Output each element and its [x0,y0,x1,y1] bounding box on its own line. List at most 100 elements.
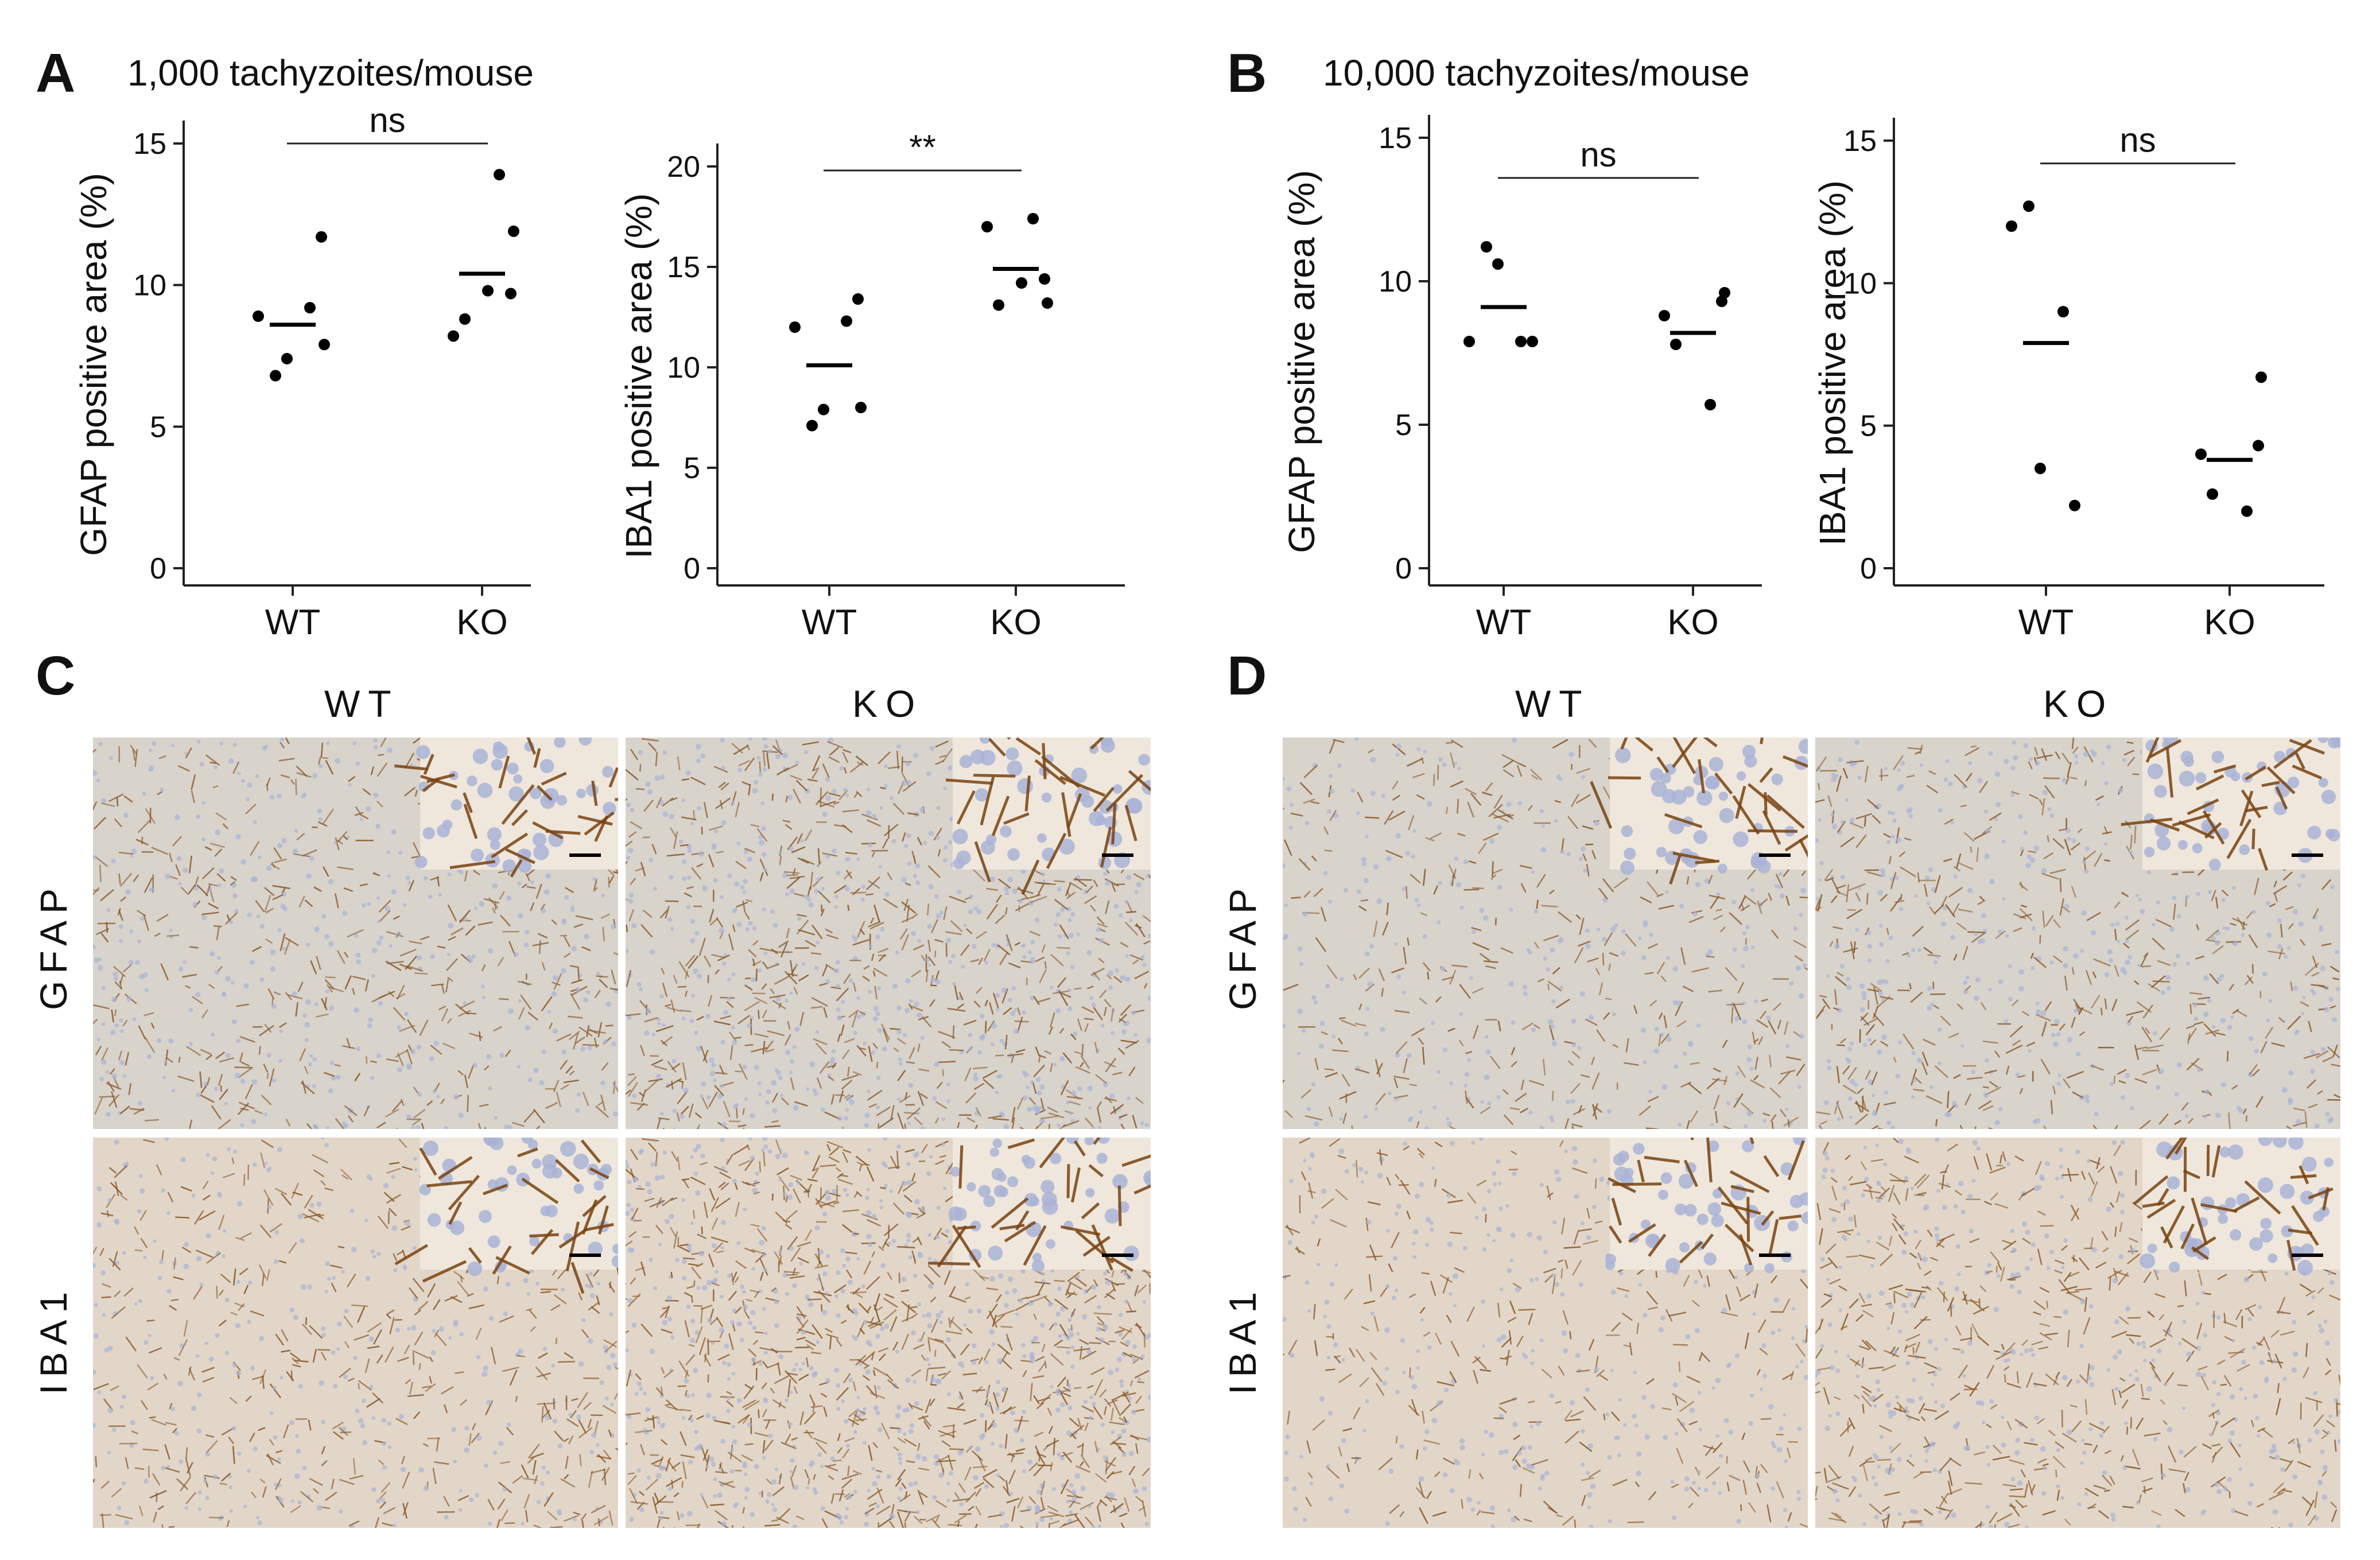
significance-label: ns [2119,121,2156,160]
row-label-c-iba1: IBA1 [32,1285,75,1395]
micrograph-c-gfap-wt [93,738,618,1129]
data-point-ko [1027,213,1039,224]
y-tick-label: 10 [667,351,700,385]
y-tick-label: 15 [1379,122,1412,155]
col-label-d-ko: KO [2043,682,2114,725]
data-point-ko [981,221,993,232]
scale-bar [2292,853,2323,857]
scale-bar [569,1254,601,1257]
tissue-cells [1815,738,2340,1129]
panel-letter-a: A [36,42,76,104]
x-tick-label-ko: KO [1667,603,1719,642]
data-point-wt [253,310,264,322]
significance-label: ns [1580,135,1616,174]
data-point-wt [2023,200,2035,212]
y-tick-label: 10 [1379,265,1412,298]
micrograph-d-iba1-ko [1815,1138,2340,1528]
tissue-texture [93,1138,618,1528]
y-tick-label: 0 [150,552,166,585]
data-point-wt [281,352,293,364]
data-point-ko [508,225,519,237]
y-tick-label: 5 [684,452,700,485]
y-tick-label: 15 [1843,125,1877,158]
inset-zoom [945,738,1151,895]
y-tick-label: 0 [684,552,700,585]
x-tick-label-ko: KO [456,603,508,642]
data-point-wt [2035,463,2046,475]
data-point-ko [2241,505,2253,517]
micrograph-c-iba1-ko [626,1138,1151,1528]
inset-zoom [1605,1138,1808,1274]
data-point-ko [505,288,517,300]
col-label-c-wt: WT [324,682,399,725]
data-point-wt [2006,220,2017,232]
data-point-ko [1042,297,1053,309]
data-point-ko [1705,399,1716,410]
micrograph-c-gfap-ko [626,738,1151,1129]
y-tick-label: 20 [667,150,700,184]
data-point-wt [818,403,829,416]
scale-bar [2292,1254,2323,1257]
data-point-ko [1659,310,1670,321]
data-point-ko [459,313,471,325]
scale-bar [1102,853,1133,857]
tissue-texture [1815,738,2340,1129]
x-tick-label-wt: WT [265,603,320,642]
tissue-texture [1815,1138,2340,1528]
panel-title-a: 1,000 tachyzoites/mouse [127,52,534,94]
data-point-wt [852,293,864,305]
data-point-ko [993,299,1004,311]
tissue-cells [1283,1138,1808,1528]
inset-zoom [928,1138,1151,1272]
y-tick-label: 5 [1395,409,1412,442]
data-point-ko [482,285,494,297]
iba1-plot-1000: 0 5 10 15 20 WT KO IBA1 positive area (%) ** [618,128,1125,642]
scale-bar [1759,853,1791,857]
y-tick-label: 0 [1860,552,1877,585]
inset-zoom [394,738,618,878]
data-point-wt [1481,241,1492,253]
panel-letter-b: B [1227,42,1267,104]
data-point-wt [789,321,801,333]
gfap-plot-10000: 0 5 10 15 WT KO GFAP positive area (%) ns [1281,115,1762,642]
tissue-texture [93,738,618,1129]
data-point-ko [1670,339,1682,350]
y-axis-label: GFAP positive area (%) [73,173,114,556]
tissue-texture [626,1138,1151,1528]
y-tick-label: 0 [1395,552,1412,585]
significance-label: ** [909,128,936,166]
data-point-wt [2069,499,2080,511]
x-tick-label-wt: WT [802,603,857,642]
data-point-ko [2255,371,2267,383]
tissue-texture [626,738,1151,1129]
row-label-d-iba1: IBA1 [1221,1285,1264,1395]
y-tick-label: 15 [667,251,700,284]
data-point-ko [2207,488,2218,500]
data-point-wt [2057,306,2069,317]
micrograph-c-iba1-wt [93,1138,618,1528]
data-point-wt [1527,336,1538,347]
col-label-d-wt: WT [1515,682,1590,725]
x-tick-label-ko: KO [2204,603,2255,642]
y-tick-label: 10 [133,269,166,302]
inset-zoom [1590,738,1808,885]
scale-bar [1759,1254,1791,1257]
data-point-ko [1719,287,1730,298]
y-axis-label: IBA1 positive area (%) [618,193,659,559]
x-tick-label-ko: KO [990,603,1042,642]
data-point-ko [494,169,505,181]
data-point-wt [319,339,330,351]
data-point-wt [1515,336,1527,347]
col-label-c-ko: KO [852,682,923,725]
data-point-wt [270,370,281,382]
row-label-d-gfap: GFAP [1221,881,1264,1010]
data-point-ko [2195,448,2207,460]
data-point-wt [806,420,818,432]
row-label-c-gfap: GFAP [32,881,75,1010]
y-tick-label: 5 [1860,410,1877,443]
data-point-wt [1463,336,1475,347]
data-point-ko [448,330,459,342]
data-point-ko [1039,273,1050,285]
micrograph-d-iba1-wt [1283,1138,1808,1528]
scale-bar [569,853,601,857]
